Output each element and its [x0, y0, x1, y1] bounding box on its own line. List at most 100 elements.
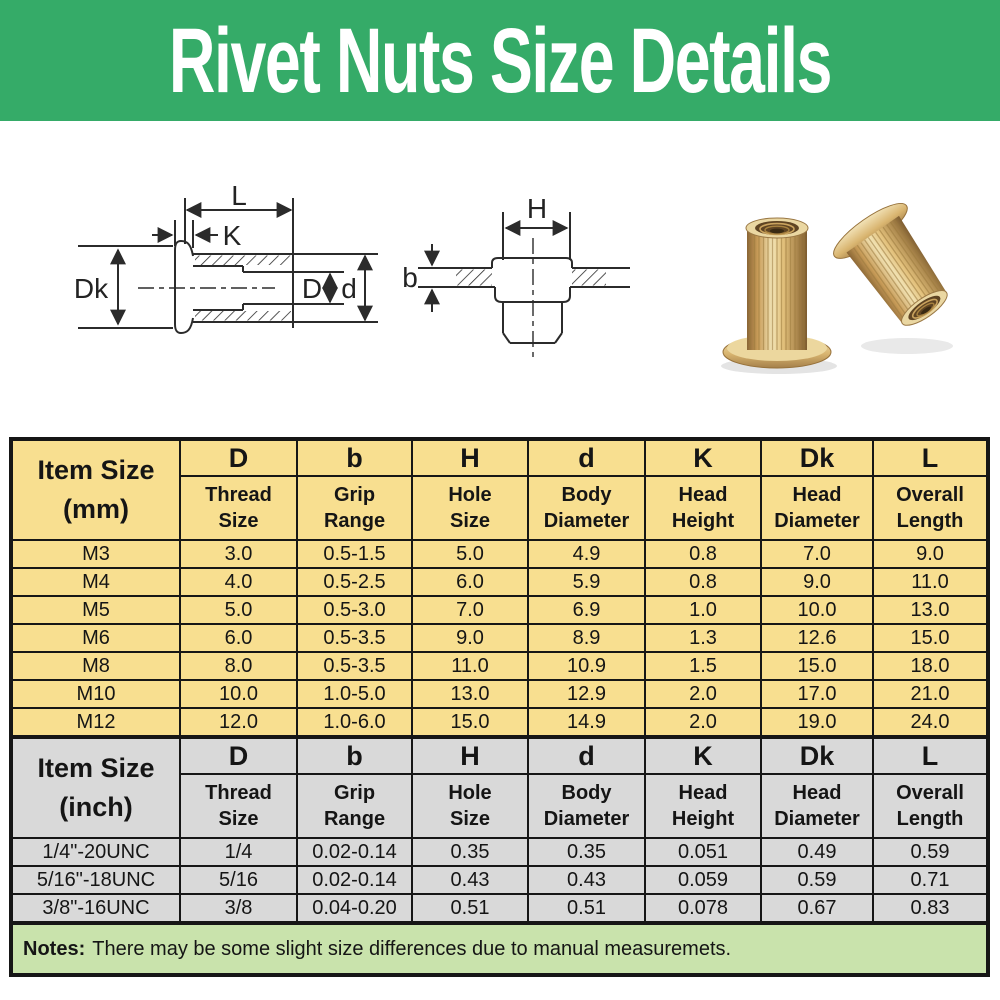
rivet-nut-upright: [722, 217, 832, 369]
notes-section: Notes: There may be some slight size diff…: [10, 921, 989, 976]
col-label-thread-size: Thread Size: [179, 475, 298, 541]
item-size-cell: M10: [10, 679, 181, 709]
value-cell: 4.9: [527, 539, 646, 569]
hole-depth: [921, 306, 932, 315]
value-cell: 0.5-3.5: [296, 651, 413, 681]
title-banner: Rivet Nuts Size Details: [0, 0, 1000, 121]
col-label-body-diameter: Body Diameter: [527, 475, 646, 541]
value-cell: 6.9: [527, 595, 646, 625]
value-cell: 15.0: [872, 623, 989, 653]
knurling: [849, 218, 947, 325]
col-symbol-D: D: [179, 438, 298, 477]
value-cell: 0.5-2.5: [296, 567, 413, 597]
value-cell: 6.0: [411, 567, 529, 597]
dim-label-H: H: [527, 193, 547, 224]
col-symbol-L: L: [872, 438, 989, 477]
col-symbol-b: b: [296, 735, 413, 775]
col-symbol-d: d: [527, 735, 646, 775]
col-symbol-d: d: [527, 438, 646, 477]
table-row: M12 12.0 1.0-6.0 15.0 14.9 2.0 19.0 24.0: [10, 707, 989, 738]
col-symbol-L: L: [872, 735, 989, 775]
col-label-head-height: Head Height: [644, 475, 762, 541]
value-cell: 5.0: [179, 595, 298, 625]
col-label-overall-length: Overall Length: [872, 475, 989, 541]
value-cell: 14.9: [527, 707, 646, 738]
value-cell: 5.0: [411, 539, 529, 569]
item-size-cell: 5/16"-18UNC: [10, 865, 181, 895]
col-symbol-D: D: [179, 735, 298, 775]
value-cell: 19.0: [760, 707, 874, 738]
value-cell: 0.59: [872, 837, 989, 867]
table-row: 5/16"-18UNC 5/16 0.02-0.14 0.43 0.43 0.059 0.5…: [10, 865, 989, 895]
col-label-thread-size: Thread Size: [179, 773, 298, 839]
value-cell: 0.8: [644, 539, 762, 569]
value-cell: 4.0: [179, 567, 298, 597]
inch-rows: 1/4"-20UNC 1/4 0.02-0.14 0.35 0.35 0.051 0.49 0…: [10, 837, 989, 924]
value-cell: 10.0: [179, 679, 298, 709]
inch-symbol-row: Item Size (inch) D b H d K Dk L: [10, 735, 989, 839]
value-cell: 11.0: [411, 651, 529, 681]
value-cell: 0.8: [644, 567, 762, 597]
value-cell: 12.6: [760, 623, 874, 653]
col-label-body-diameter: Body Diameter: [527, 773, 646, 839]
item-size-cell: 1/4"-20UNC: [10, 837, 181, 867]
value-cell: 0.059: [644, 865, 762, 895]
hatch-bottom-wall: [195, 311, 291, 321]
size-table: Item Size (mm) D b H d K Dk L Thread Siz…: [9, 437, 990, 977]
item-size-cell: M12: [10, 707, 181, 738]
hatch-plate-right: [572, 269, 606, 286]
col-label-head-diameter: Head Diameter: [760, 475, 874, 541]
table-row: M8 8.0 0.5-3.5 11.0 10.9 1.5 15.0 18.0: [10, 651, 989, 681]
item-size-cell: M8: [10, 651, 181, 681]
value-cell: 11.0: [872, 567, 989, 597]
value-cell: 10.9: [527, 651, 646, 681]
col-label-overall-length: Overall Length: [872, 773, 989, 839]
col-symbol-H: H: [411, 735, 529, 775]
col-symbol-H: H: [411, 438, 529, 477]
value-cell: 1.5: [644, 651, 762, 681]
value-cell: 3/8: [179, 893, 298, 924]
value-cell: 1.3: [644, 623, 762, 653]
dim-label-K: K: [223, 220, 242, 251]
value-cell: 13.0: [411, 679, 529, 709]
value-cell: 0.71: [872, 865, 989, 895]
hatch-plate-left: [456, 269, 492, 286]
value-cell: 18.0: [872, 651, 989, 681]
thread-ring: [764, 225, 790, 235]
notes-row: Notes: There may be some slight size diff…: [10, 921, 989, 976]
inch-item-size-header: Item Size (inch): [10, 735, 181, 839]
value-cell: 1.0-6.0: [296, 707, 413, 738]
notes-label: Notes:: [23, 937, 86, 960]
mm-header-section: Item Size (mm) D b H d K Dk L Thread Siz…: [10, 438, 989, 541]
installed-rivet-diagram: H b: [402, 193, 630, 360]
flange-outline: [174, 239, 194, 335]
value-cell: 12.0: [179, 707, 298, 738]
value-cell: 0.43: [411, 865, 529, 895]
value-cell: 1.0: [644, 595, 762, 625]
value-cell: 17.0: [760, 679, 874, 709]
item-size-cell: M5: [10, 595, 181, 625]
notes-text: There may be some slight size difference…: [92, 937, 732, 960]
value-cell: 0.078: [644, 893, 762, 924]
value-cell: 0.04-0.20: [296, 893, 413, 924]
col-symbol-Dk: Dk: [760, 735, 874, 775]
page-title: Rivet Nuts Size Details: [168, 9, 833, 112]
col-label-grip-range: Grip Range: [296, 475, 413, 541]
col-symbol-Dk: Dk: [760, 438, 874, 477]
table-row: M10 10.0 1.0-5.0 13.0 12.9 2.0 17.0 21.0: [10, 679, 989, 709]
value-cell: 5.9: [527, 567, 646, 597]
value-cell: 2.0: [644, 707, 762, 738]
flange-outline: [491, 257, 573, 268]
mm-sublabel-row: Thread Size Grip Range Hole Size Body Di…: [11, 475, 989, 541]
rivet-nut-tilted: [833, 203, 948, 326]
dim-label-L: L: [231, 180, 247, 211]
value-cell: 0.5-3.0: [296, 595, 413, 625]
item-size-cell: 3/8"-16UNC: [10, 893, 181, 924]
table-row: M3 3.0 0.5-1.5 5.0 4.9 0.8 7.0 9.0: [10, 539, 989, 569]
dim-label-Dk: Dk: [74, 273, 109, 304]
mm-rows: M3 3.0 0.5-1.5 5.0 4.9 0.8 7.0 9.0 M4 4.0 0.5-2.5 6…: [10, 539, 989, 738]
col-label-hole-size: Hole Size: [411, 773, 529, 839]
col-symbol-K: K: [644, 438, 762, 477]
value-cell: 3.0: [179, 539, 298, 569]
